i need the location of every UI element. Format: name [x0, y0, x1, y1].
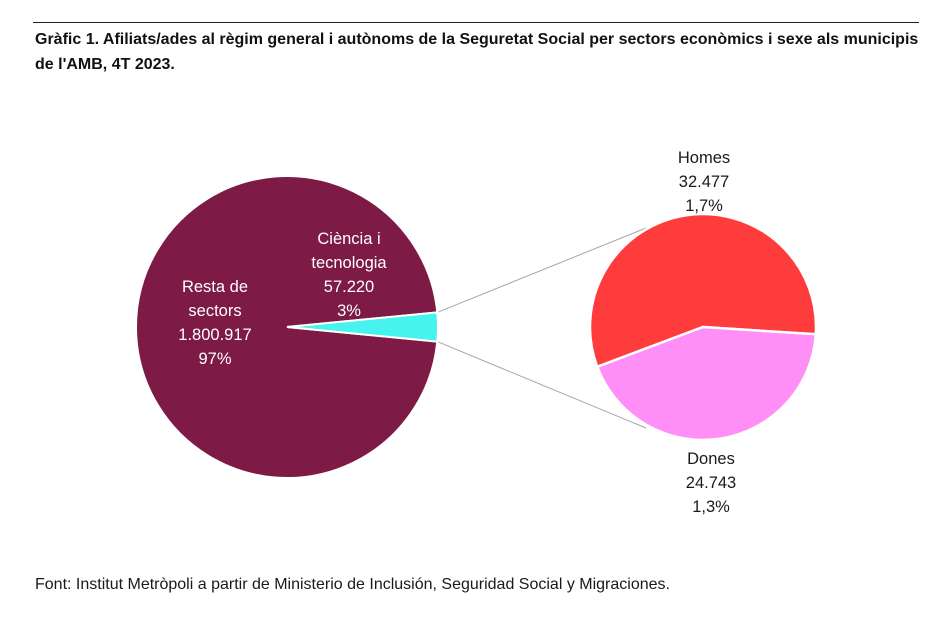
label-homes: Homes 32.477 1,7% — [678, 149, 730, 215]
label-resta-de-sectors: Resta de sectors 1.800.917 97% — [178, 278, 251, 368]
top-rule — [33, 22, 919, 23]
connector-lines — [437, 227, 647, 429]
sub-pie — [588, 212, 818, 442]
connector-line-bottom — [437, 341, 647, 429]
chart-title: Gràfic 1. Afiliats/ades al règim general… — [35, 31, 919, 73]
label-ciencia-i-tecnologia: Ciència i tecnologia 57.220 3% — [311, 230, 387, 320]
slice-labels: Resta de sectors 1.800.917 97% Ciència i tecn… — [178, 149, 736, 516]
slice-resta-de-sectors — [135, 175, 439, 479]
connector-line-top — [437, 227, 647, 313]
slice-dones — [595, 325, 818, 442]
main-pie — [135, 175, 439, 479]
slice-ciencia-i-tecnologia — [286, 311, 439, 343]
label-dones: Dones 24.743 1,3% — [686, 450, 736, 516]
slice-homes — [588, 212, 818, 369]
source-note: Font: Institut Metròpoli a partir de Min… — [35, 576, 670, 593]
